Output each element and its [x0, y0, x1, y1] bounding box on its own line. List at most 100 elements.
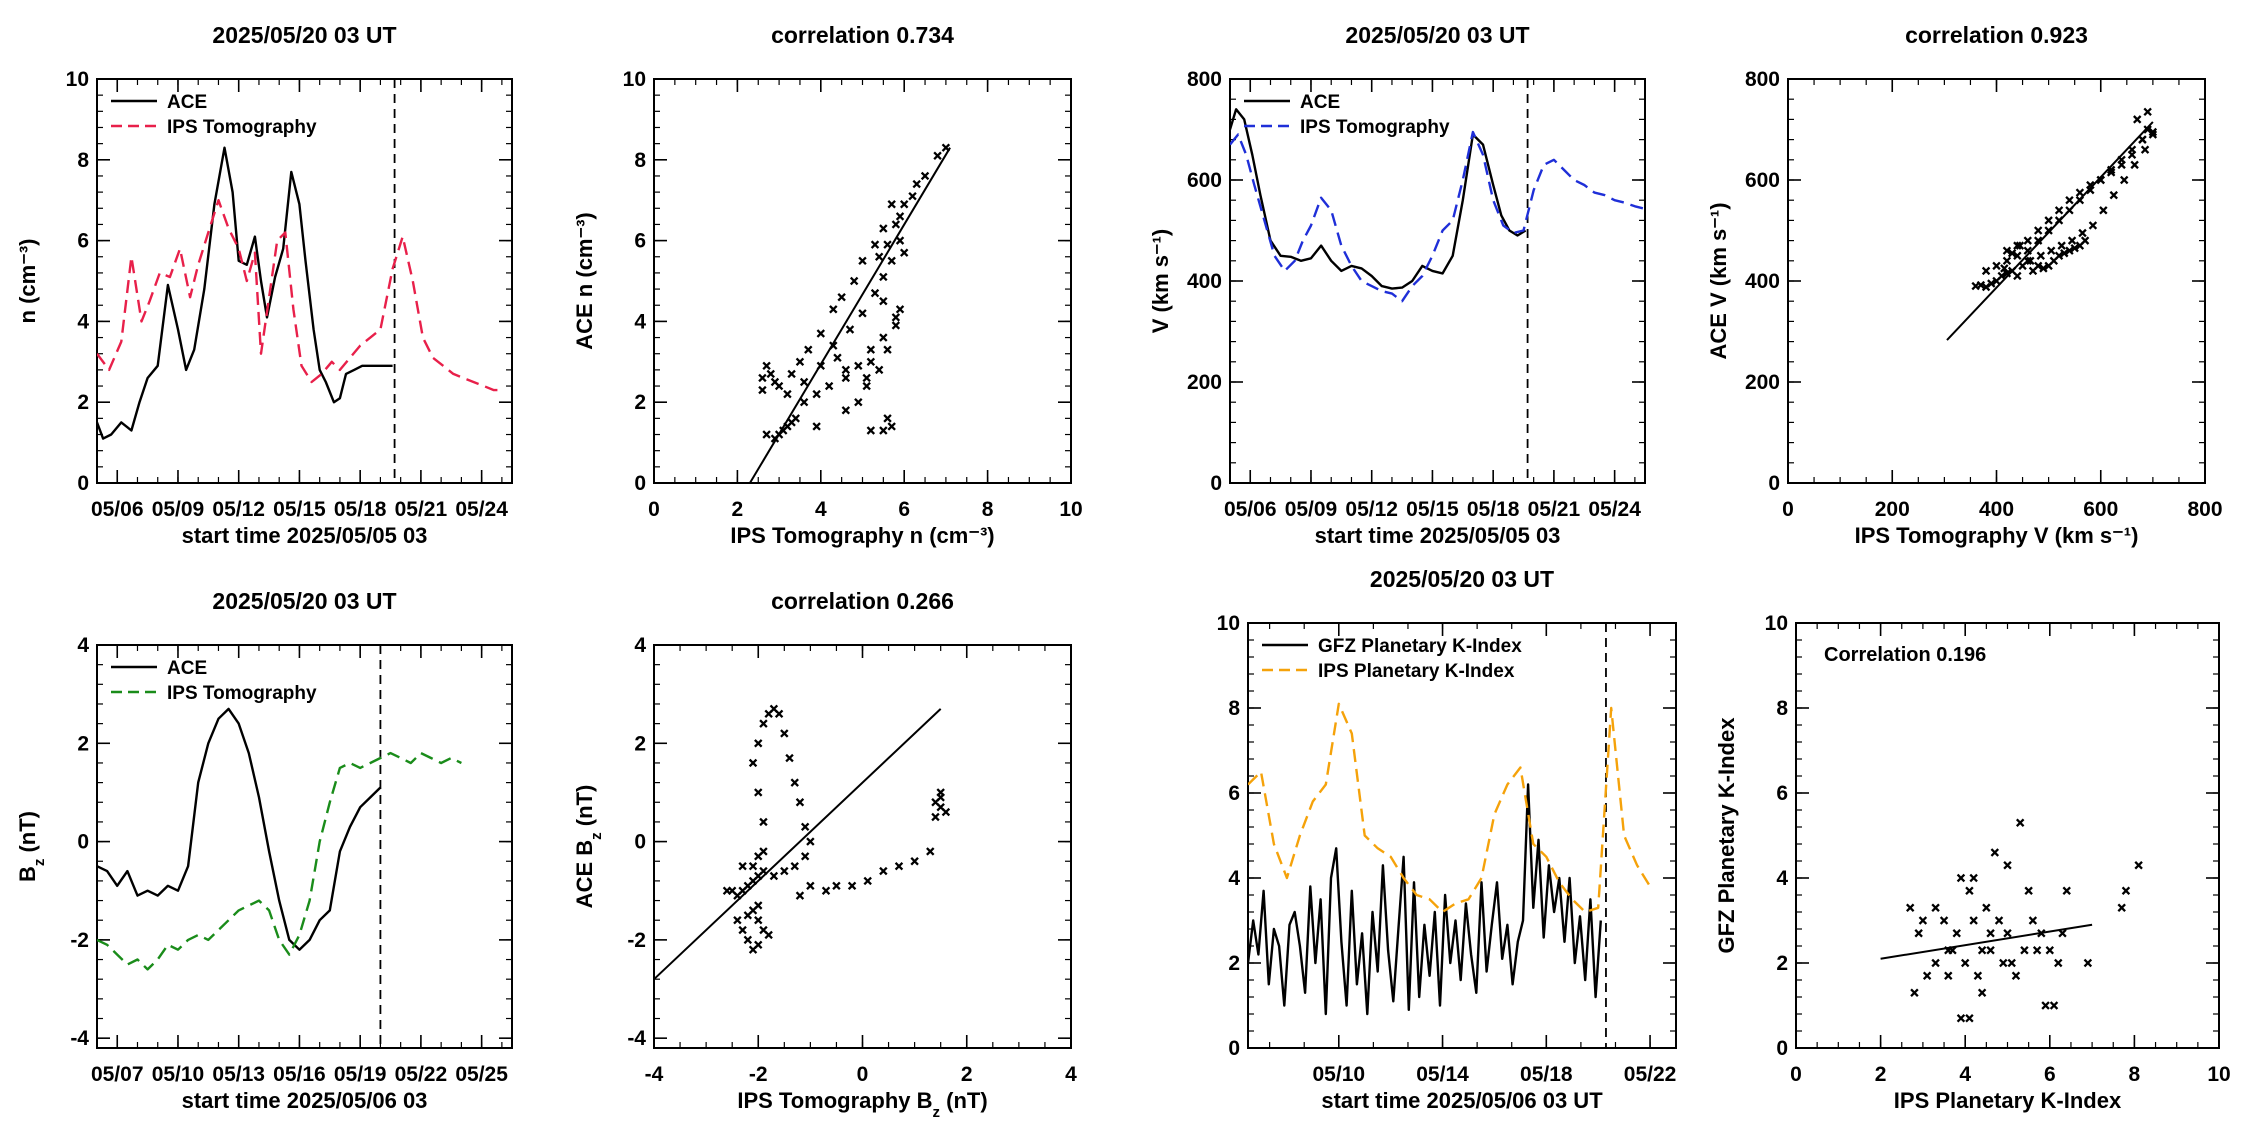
- scatter-point: [926, 847, 935, 856]
- x-tick-label: 05/24: [455, 498, 508, 521]
- x-tick-label: 05/21: [395, 498, 448, 521]
- scatter-point: [870, 240, 880, 249]
- scatter-point: [854, 361, 863, 371]
- y-tick-label: 800: [1745, 68, 1780, 91]
- x-tick-label: 05/14: [1416, 1063, 1469, 1086]
- legend-label-0: ACE: [167, 92, 207, 113]
- x-tick-label: 05/21: [1528, 498, 1581, 521]
- chart-title: correlation 0.266: [771, 588, 954, 614]
- scatter-point: [2140, 145, 2150, 154]
- scatter-point: [2148, 130, 2158, 139]
- scatter-point: [2047, 246, 2056, 255]
- scatter-point: [887, 200, 896, 209]
- y-tick-label: 4: [77, 310, 89, 333]
- scatter-point: [845, 325, 855, 334]
- scatter-point: [2045, 946, 2055, 955]
- scatter-point: [849, 276, 859, 286]
- y-tick-label: -2: [70, 929, 89, 952]
- scatter-point: [933, 151, 942, 160]
- y-tick-label: -4: [70, 1027, 89, 1050]
- scatter-point: [2117, 903, 2126, 912]
- y-axis-label: ACE n (cm⁻³): [572, 212, 597, 350]
- y-tick-label: 8: [77, 149, 89, 172]
- series-line-0: [1248, 783, 1602, 1016]
- scatter-point: [2080, 236, 2090, 245]
- y-tick-label: -2: [627, 929, 646, 952]
- x-tick-label: -4: [645, 1063, 664, 1086]
- scatter-point: [2083, 958, 2093, 968]
- x-tick-label: 05/15: [273, 498, 326, 521]
- scatter-point: [812, 422, 821, 431]
- scatter-point: [821, 886, 831, 895]
- y-tick-label: 800: [1187, 68, 1222, 91]
- scatter-point: [799, 377, 809, 387]
- ts-velocity-panel: 05/06 05/09 05/12 05/15 05/18 05/21 05/24 0 200 4…: [1148, 22, 1646, 548]
- scatter-point: [1965, 886, 1974, 895]
- x-tick-label: 05/22: [1624, 1063, 1677, 1086]
- scatter-point: [790, 861, 799, 871]
- scatter-point: [1965, 1014, 1974, 1023]
- plot-area: [1946, 107, 2158, 341]
- x-tick-label: 05/06: [91, 498, 144, 521]
- chart-title: 2025/05/20 03 UT: [212, 22, 396, 48]
- series-line-0: [97, 146, 393, 440]
- x-tick-label: 10: [1059, 498, 1082, 521]
- scatter-point: [2013, 251, 2022, 260]
- x-tick-label: 05/09: [1285, 498, 1338, 521]
- x-tick-label: 4: [815, 498, 827, 521]
- y-tick-label: 600: [1745, 169, 1780, 192]
- scatter-point: [2148, 127, 2158, 137]
- scatter-point: [832, 881, 841, 891]
- x-tick-label: 4: [1959, 1063, 1971, 1086]
- x-axis-label: IPS Tomography V (km s⁻¹): [1855, 523, 2139, 548]
- y-axis-label: ACE Bz (nT): [572, 785, 605, 909]
- scatter-point: [841, 406, 851, 415]
- scatter-point: [780, 866, 789, 876]
- scatter-point: [738, 861, 747, 871]
- sc-velocity-panel: 0 200 400 600 800 0 200 400 600 800 correlation 0.…: [1706, 22, 2223, 548]
- y-tick-label: 4: [634, 634, 646, 657]
- scatter-point: [2002, 246, 2012, 255]
- scatter-point: [1994, 916, 2004, 925]
- y-axis-label: ACE V (km s⁻¹): [1706, 202, 1731, 359]
- x-tick-label: 05/12: [212, 498, 265, 521]
- scatter-point: [2054, 206, 2064, 215]
- x-tick-label: 8: [982, 498, 994, 521]
- y-tick-label: 0: [1776, 1037, 1788, 1060]
- x-axis-label: start time 2025/05/06 03: [182, 1088, 428, 1113]
- scatter-point: [1931, 958, 1940, 968]
- scatter-point: [754, 788, 763, 797]
- y-tick-label: 2: [77, 391, 89, 414]
- legend-label-1: IPS Tomography: [167, 117, 317, 138]
- scatter-point: [1982, 903, 1991, 912]
- scatter-point: [806, 837, 815, 846]
- legend-label-0: ACE: [167, 658, 207, 679]
- x-tick-label: 05/10: [152, 1063, 205, 1086]
- scatter-point: [1992, 261, 2001, 271]
- scatter-point: [774, 709, 784, 719]
- scatter-point: [2088, 221, 2098, 230]
- y-axis-label: GFZ Planetary K-Index: [1714, 717, 1739, 954]
- y-tick-label: 0: [77, 472, 89, 495]
- scatter-point: [1977, 946, 1987, 955]
- scatter-point: [1973, 971, 1983, 980]
- x-tick-label: 05/15: [1406, 498, 1459, 521]
- scatter-point: [2007, 958, 2016, 968]
- scatter-point: [2026, 256, 2035, 266]
- y-tick-label: 600: [1187, 169, 1222, 192]
- scatter-point: [1918, 916, 1928, 925]
- scatter-point: [795, 357, 805, 367]
- sc-bz-panel: -4 -2 0 2 4 -4 -2 0 2 4 correlation 0.266 IPS Tomog…: [572, 588, 1077, 1121]
- scatter-point: [816, 329, 826, 338]
- scatter-point: [774, 381, 784, 391]
- scatter-point: [759, 719, 768, 728]
- scatter-point: [1956, 873, 1966, 883]
- scatter-point: [738, 925, 747, 935]
- scatter-point: [2130, 160, 2139, 170]
- y-tick-label: 200: [1187, 371, 1222, 394]
- y-tick-label: 6: [634, 230, 646, 253]
- regression-line: [749, 147, 951, 483]
- y-tick-label: 2: [1776, 952, 1788, 975]
- plot-area: [1248, 623, 1652, 1048]
- scatter-point: [2011, 971, 2021, 980]
